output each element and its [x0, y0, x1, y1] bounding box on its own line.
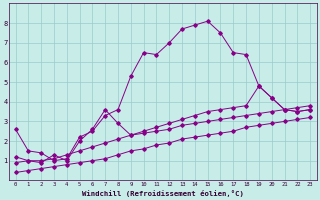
X-axis label: Windchill (Refroidissement éolien,°C): Windchill (Refroidissement éolien,°C) — [82, 190, 244, 197]
